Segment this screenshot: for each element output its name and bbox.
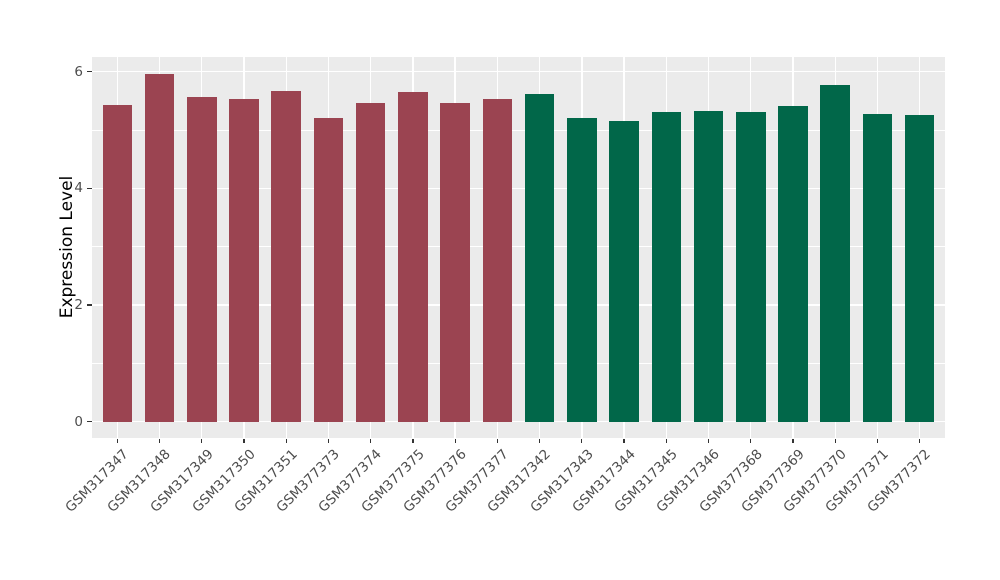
x-tick-mark <box>919 438 921 443</box>
bar-GSM317345 <box>651 111 682 422</box>
bar-GSM317344 <box>609 121 639 422</box>
x-tick-mark <box>327 438 330 443</box>
x-tick-mark <box>116 438 118 443</box>
x-tick-mark <box>707 438 710 443</box>
x-tick-mark <box>201 438 203 443</box>
bar-GSM377375 <box>398 92 428 422</box>
bar-GSM377372 <box>904 115 935 422</box>
bar-GSM377368 <box>735 112 766 422</box>
y-tick-label: 6 <box>74 63 83 80</box>
x-tick-mark <box>496 438 498 443</box>
x-tick-mark <box>623 438 625 443</box>
x-tick-mark <box>412 438 414 443</box>
x-tick-mark <box>750 438 752 443</box>
bar-GSM377374 <box>355 102 386 422</box>
x-tick-mark <box>285 438 287 443</box>
y-tick-label: 2 <box>74 296 83 313</box>
x-tick-mark <box>454 438 456 443</box>
major-gridline <box>92 420 945 423</box>
x-tick-mark <box>581 438 583 443</box>
minor-gridline <box>92 129 945 131</box>
y-tick-mark <box>87 187 92 189</box>
x-tick-mark <box>834 438 836 443</box>
minor-gridline <box>92 246 945 247</box>
bar-GSM317348 <box>144 73 175 422</box>
plot-panel <box>92 57 945 438</box>
minor-gridline <box>92 362 945 364</box>
x-tick-mark <box>243 438 245 443</box>
x-tick-mark <box>876 438 879 443</box>
bar-GSM377370 <box>820 85 850 422</box>
bar-GSM317349 <box>187 96 217 422</box>
bar-GSM377373 <box>313 117 344 422</box>
bar-GSM377376 <box>440 102 470 422</box>
bar-GSM377371 <box>862 113 893 422</box>
bar-GSM317343 <box>567 118 597 422</box>
x-tick-mark <box>539 438 541 443</box>
major-gridline <box>92 187 945 189</box>
major-gridline <box>92 70 945 73</box>
bar-GSM377369 <box>778 106 808 422</box>
x-tick-mark <box>370 438 372 443</box>
y-tick-mark <box>87 421 92 423</box>
bar-GSM317350 <box>229 99 259 422</box>
bar-GSM377377 <box>482 99 513 422</box>
x-tick-mark <box>792 438 794 443</box>
y-tick-mark <box>87 70 92 73</box>
bar-GSM317342 <box>524 94 555 422</box>
y-tick-label: 4 <box>74 180 83 197</box>
y-tick-mark <box>87 304 92 306</box>
bar-GSM317347 <box>102 105 133 422</box>
x-tick-mark <box>665 438 667 443</box>
bar-GSM317346 <box>693 110 724 422</box>
y-tick-label: 0 <box>74 413 83 430</box>
x-tick-mark <box>158 438 161 443</box>
major-gridline <box>92 304 945 306</box>
bar-GSM317351 <box>271 90 301 422</box>
